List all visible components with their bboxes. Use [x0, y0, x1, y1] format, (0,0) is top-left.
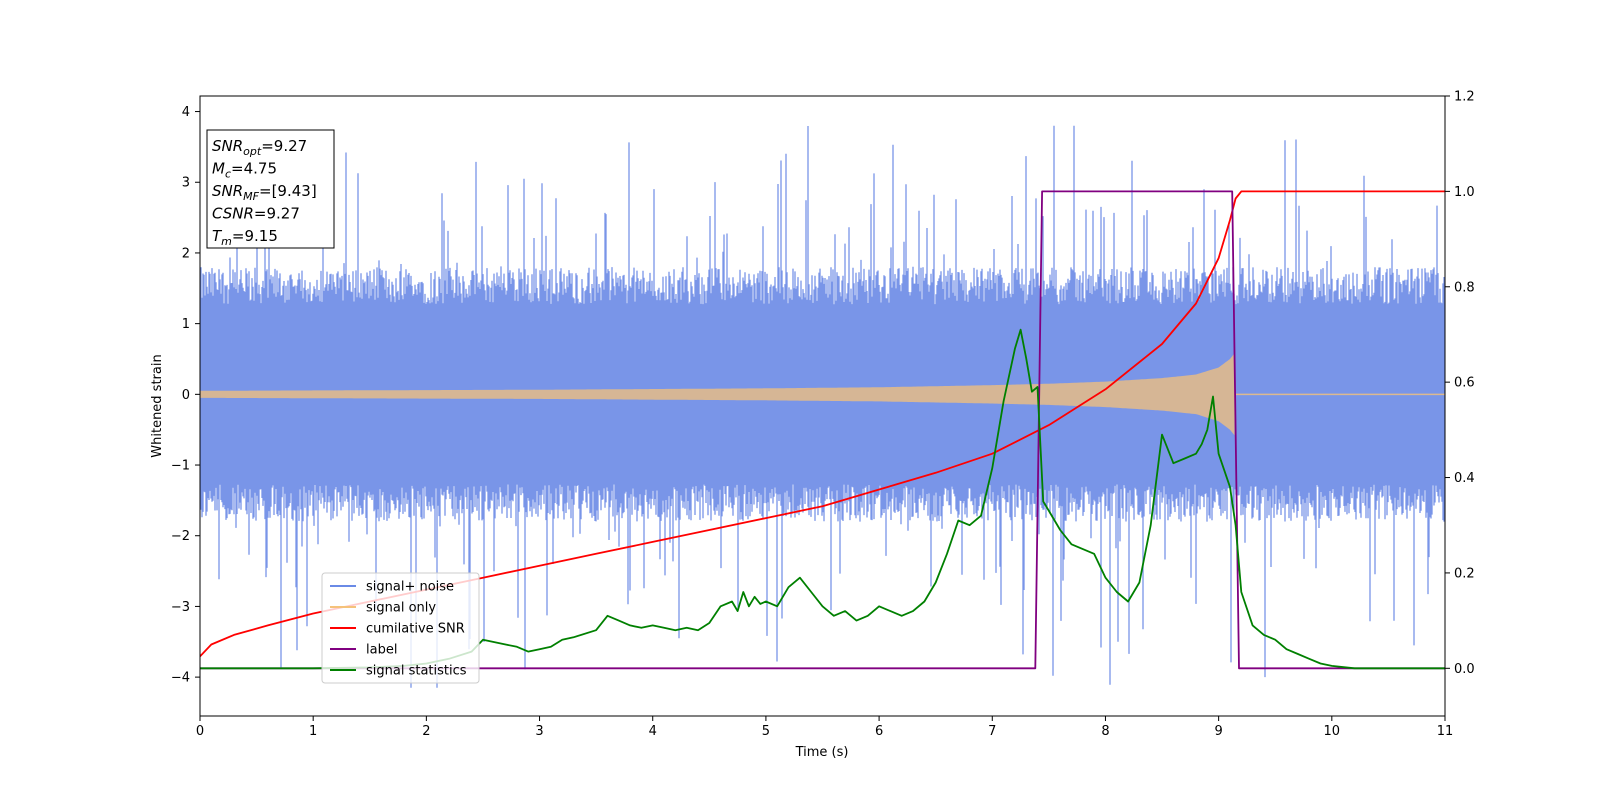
info-symbol: T [212, 227, 223, 245]
y-tick-label: 1 [182, 317, 190, 332]
legend-label: signal+ noise [366, 580, 454, 595]
x-tick-label: 3 [535, 724, 543, 739]
plot-frame [199, 95, 1446, 717]
y2-tick-label: 1.0 [1454, 185, 1475, 200]
x-tick-label: 10 [1324, 724, 1341, 739]
legend-frame [321, 572, 480, 684]
info-subscript: MF [243, 190, 259, 203]
legend: signal+ noise signal only cumilative SNR la… [321, 572, 480, 684]
series-label [200, 190, 1445, 670]
y-tick-label: −1 [171, 459, 190, 474]
x-tick-label: 8 [1101, 724, 1109, 739]
x-tick-label: 4 [649, 724, 657, 739]
y-tick-label: −4 [171, 671, 190, 686]
info-value: =[9.43] [259, 182, 317, 200]
x-tick-label: 1 [309, 724, 317, 739]
info-subscript: opt [243, 145, 262, 158]
y-tick-label: 0 [182, 388, 190, 403]
info-value: =9.27 [254, 205, 300, 223]
y-tick-label: −2 [171, 529, 190, 544]
y2-tick-label: 0.8 [1454, 280, 1475, 295]
x-tick-label: 2 [422, 724, 430, 739]
info-line: Mc=4.75 [212, 160, 277, 181]
x-tick-label: 11 [1437, 724, 1454, 739]
info-line: CSNR=9.27 [212, 205, 300, 223]
legend-label: label [366, 643, 397, 658]
x-tick-label: 0 [196, 724, 204, 739]
x-tick-label: 9 [1214, 724, 1222, 739]
y-tick-label: 3 [182, 176, 190, 191]
info-value: =4.75 [231, 160, 277, 178]
info-symbol: SNR [212, 137, 243, 155]
info-subscript: m [221, 235, 232, 248]
series-signal-statistics [200, 328, 1445, 670]
legend-label: signal statistics [366, 664, 467, 679]
info-symbol: M [212, 160, 225, 178]
legend-label: cumilative SNR [366, 622, 465, 637]
info-symbol: CSNR [212, 205, 254, 223]
y2-tick-label: 0.4 [1454, 471, 1475, 486]
info-line: Tm=9.15 [212, 227, 278, 248]
x-tick-label: 6 [875, 724, 883, 739]
axes-layer: 0 1 2 3 4 5 6 7 8 9 10 11 −4 −3 −2 −1 0 1 2 3 4 0.0 0.2 0.4 0.6 0… [171, 90, 1475, 740]
info-value: =9.27 [261, 137, 307, 155]
x-tick-label: 5 [762, 724, 770, 739]
y2-tick-label: 0.6 [1454, 376, 1475, 391]
info-box-frame [206, 129, 335, 249]
x-axis-label: Time (s) [795, 745, 849, 760]
legend-label: signal only [366, 601, 436, 616]
y2-tick-label: 0.2 [1454, 566, 1475, 581]
y2-tick-label: 0.0 [1454, 662, 1475, 677]
plot-content [200, 125, 1445, 688]
info-line: SNRMF=[9.43] [212, 182, 317, 203]
y-tick-label: 2 [182, 246, 190, 261]
y2-tick-label: 1.2 [1454, 90, 1475, 105]
info-symbol: SNR [212, 182, 243, 200]
series-signal-only [200, 353, 1235, 436]
y-axis-label: Whitened strain [150, 354, 165, 457]
info-subscript: c [225, 168, 231, 181]
info-box: SNRopt=9.27Mc=4.75SNRMF=[9.43]CSNR=9.27T… [206, 129, 335, 249]
info-value: =9.15 [232, 227, 278, 245]
y-tick-label: −3 [171, 600, 190, 615]
info-line: SNRopt=9.27 [212, 137, 307, 158]
x-tick-label: 7 [988, 724, 996, 739]
y-tick-label: 4 [182, 105, 190, 120]
